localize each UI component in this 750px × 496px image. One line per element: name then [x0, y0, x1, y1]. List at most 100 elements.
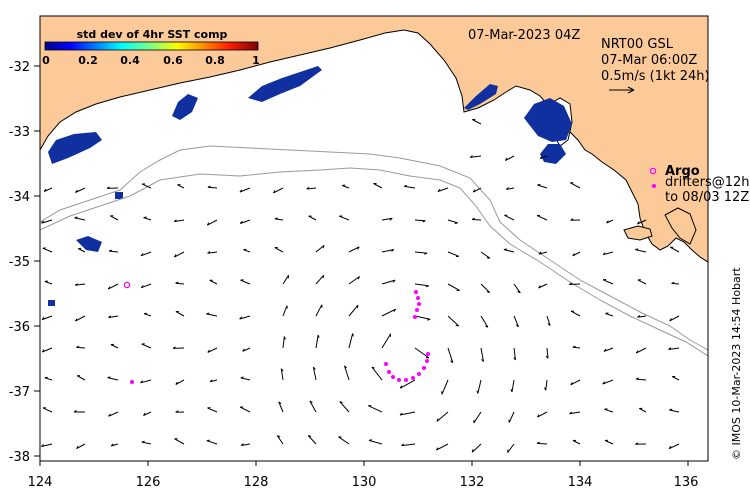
current-arrow-head	[515, 324, 519, 328]
plot-frame	[39, 15, 709, 462]
current-arrow-head	[404, 184, 408, 187]
current-arrow	[141, 343, 152, 349]
current-arrow	[174, 219, 185, 223]
y-tick-label: -33	[9, 125, 30, 140]
current-arrow-head	[277, 435, 281, 438]
current-arrow	[207, 407, 218, 413]
current-arrow	[637, 279, 647, 285]
current-arrow-head	[537, 183, 541, 186]
current-arrow-head	[603, 348, 607, 352]
current-arrow-head	[240, 443, 244, 446]
current-arrow-head	[356, 304, 359, 309]
y-tick-label: -37	[9, 385, 30, 400]
current-arrow-head	[207, 185, 211, 188]
current-arrow	[373, 183, 383, 189]
current-arrow	[477, 379, 482, 394]
drifter-point	[411, 376, 415, 380]
current-arrow	[480, 315, 489, 328]
drifter-point	[130, 380, 134, 384]
current-arrow	[344, 365, 350, 381]
current-arrow-head	[140, 253, 144, 257]
current-arrow	[76, 443, 86, 450]
current-arrow-head	[107, 286, 111, 290]
current-arrow-head	[308, 435, 312, 437]
current-arrow-head	[568, 282, 573, 285]
current-arrow-head	[274, 217, 278, 220]
current-arrow-head	[399, 385, 403, 389]
x-tick-label: 132	[460, 475, 485, 490]
current-arrow	[282, 336, 285, 349]
current-arrow-head	[272, 190, 276, 194]
current-arrow	[536, 442, 548, 445]
current-arrow-head	[140, 285, 144, 289]
current-arrow-head	[144, 312, 148, 315]
current-arrow-head	[239, 189, 243, 193]
current-arrow	[141, 283, 152, 289]
current-arrow	[546, 347, 549, 359]
current-arrow	[447, 347, 454, 363]
current-arrow	[348, 276, 360, 285]
drifter-point	[404, 378, 408, 382]
colorbar-tick: 0.8	[205, 54, 225, 67]
current-arrow	[274, 247, 284, 253]
current-arrow	[239, 315, 251, 320]
current-arrow	[414, 283, 429, 287]
current-arrow-head	[486, 291, 490, 293]
current-arrow	[276, 435, 284, 445]
y-tick-label: -38	[9, 450, 30, 465]
current-arrow-head	[141, 440, 145, 443]
current-arrow-head	[539, 156, 543, 160]
current-arrow	[381, 279, 396, 285]
current-arrow	[242, 347, 251, 352]
current-arrow	[315, 274, 325, 285]
current-arrow	[441, 379, 449, 395]
current-arrow	[447, 251, 460, 257]
current-arrow-head	[76, 345, 80, 348]
current-arrow	[175, 282, 185, 285]
current-arrow-head	[504, 157, 508, 161]
current-arrow-head	[671, 281, 675, 284]
bathymetry-contour	[40, 145, 708, 351]
current-arrow-head	[538, 285, 541, 289]
current-arrow	[315, 304, 323, 317]
current-arrow-head	[570, 382, 573, 386]
x-tick-label: 124	[28, 475, 53, 490]
current-arrow	[77, 248, 86, 253]
current-arrow-head	[344, 365, 347, 369]
current-arrow	[637, 219, 647, 225]
current-arrow	[110, 344, 119, 349]
sst-patch	[76, 236, 102, 252]
current-arrow	[207, 347, 218, 353]
current-arrow-head	[371, 366, 375, 369]
current-arrow-head	[108, 315, 112, 318]
current-arrow	[473, 187, 482, 193]
current-arrow-head	[472, 189, 476, 193]
current-arrow-head	[435, 447, 439, 451]
current-arrow	[604, 408, 614, 413]
current-arrow-head	[44, 376, 48, 379]
current-arrow	[671, 376, 680, 381]
current-arrow-head	[505, 187, 509, 190]
current-arrow-head	[510, 388, 513, 393]
current-arrow	[436, 411, 449, 422]
current-arrow-head	[240, 376, 244, 379]
current-arrow-head	[401, 443, 405, 447]
drifter-point	[391, 375, 395, 379]
current-arrow	[243, 249, 251, 253]
current-arrow	[108, 315, 119, 319]
current-arrow	[570, 310, 581, 317]
current-arrow	[639, 407, 647, 413]
current-arrow-head	[635, 442, 639, 445]
map-date-label: 07-Mar-2023 04Z	[468, 28, 580, 43]
current-arrow	[282, 275, 289, 285]
current-arrow	[414, 315, 431, 320]
current-arrow	[381, 308, 396, 317]
current-arrow	[307, 435, 317, 445]
current-arrow	[175, 311, 185, 317]
drifter-point	[414, 290, 418, 294]
current-arrow-head	[206, 439, 210, 442]
sst-patch	[48, 300, 55, 306]
current-arrow-head	[471, 217, 476, 220]
current-arrow-head	[44, 280, 48, 282]
